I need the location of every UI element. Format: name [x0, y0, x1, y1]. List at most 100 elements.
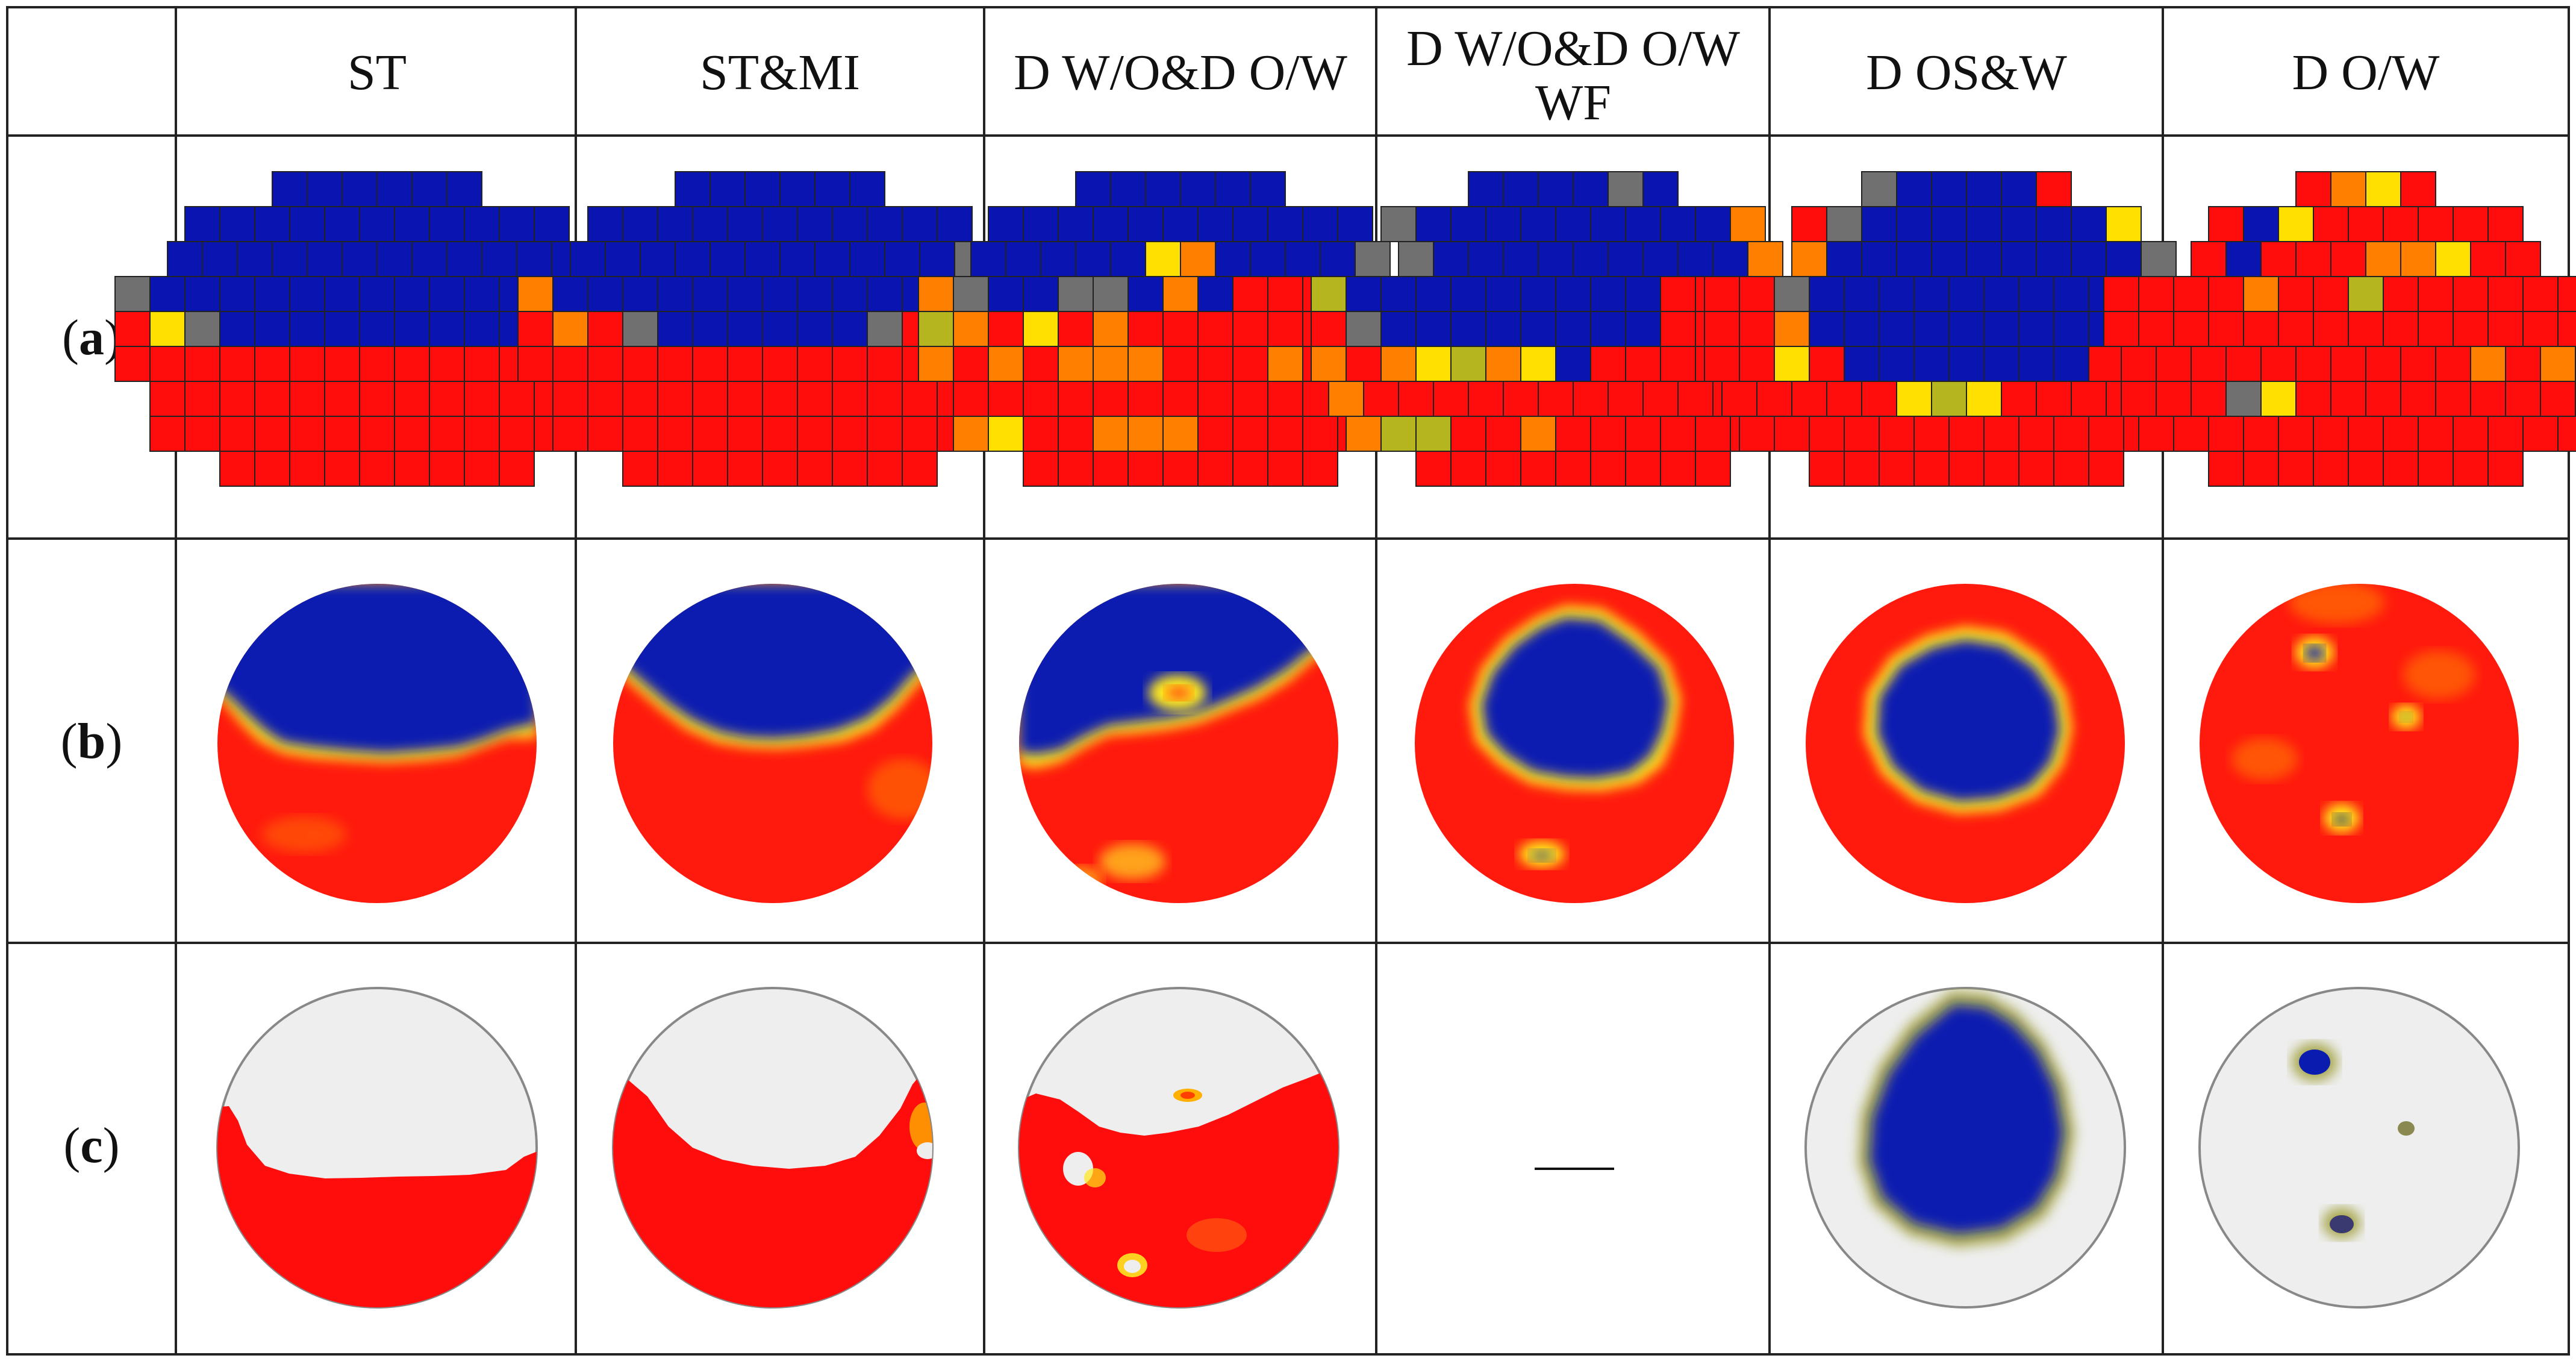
grid-cell: [1774, 311, 1810, 347]
grid-cell: [2487, 206, 2524, 242]
grid-cell: [1538, 381, 1574, 417]
grid-cell: [1433, 241, 1469, 277]
column-header-dwo-dow-wf: D W/O&D O/W: [1406, 20, 1740, 77]
grid-cell: [779, 171, 816, 207]
grid-cell: [744, 241, 781, 277]
grid-cell: [937, 206, 973, 242]
grid-cell: [2522, 276, 2559, 312]
grid-cell: [1966, 381, 2002, 417]
grid-cell: [1023, 311, 1059, 347]
grid-cell: [1896, 206, 1932, 242]
grid-cell: [1590, 206, 1626, 242]
grid-cell: [2260, 381, 2297, 417]
grid-cell: [902, 451, 938, 487]
grid-cell: [849, 241, 885, 277]
grid-cell: [692, 276, 728, 312]
grid-cell: [1127, 206, 1164, 242]
grid-cell: [464, 416, 500, 452]
grid-cell: [727, 381, 763, 417]
grid-cell: [237, 241, 273, 277]
water-core: [1019, 584, 1338, 754]
grid-cell: [657, 206, 693, 242]
grid-cell: [1162, 381, 1199, 417]
grid-cell: [1267, 346, 1303, 382]
grid-cell: [2208, 276, 2244, 312]
grid-cell: [1197, 276, 1233, 312]
grid-cell: [1879, 416, 1915, 452]
grid-cell: [464, 381, 500, 417]
grid-cell: [2557, 311, 2576, 347]
grid-cell: [2036, 171, 2072, 207]
grid-cell: [1879, 276, 1915, 312]
grid-cell: [727, 416, 763, 452]
grid-cell: [867, 346, 903, 382]
grid-cell: [1590, 416, 1626, 452]
grid-cell: [1590, 451, 1626, 487]
grid-cell: [709, 241, 746, 277]
grid-cell: [499, 451, 535, 487]
grid-cell: [2313, 276, 2349, 312]
grid-cell: [814, 241, 850, 277]
grid-cell: [1660, 416, 1696, 452]
grid-cell: [1739, 311, 1775, 347]
grid-cell: [1023, 451, 1059, 487]
grid-cell: [884, 241, 920, 277]
grid-cell: [797, 451, 833, 487]
grid-cell: [1983, 416, 2019, 452]
grid-cell: [1826, 381, 1862, 417]
grid-cell: [2522, 311, 2559, 347]
grid-cell: [1162, 451, 1199, 487]
grid-cell: [394, 381, 430, 417]
grid-cell: [1983, 276, 2019, 312]
grid-cell: [2156, 381, 2192, 417]
smoothed-map-dwo-dow-wf: [1415, 584, 1734, 903]
grid-cell: [359, 381, 395, 417]
grid-cell: [1346, 276, 1382, 312]
grid-cell: [2348, 451, 2384, 487]
grid-cell: [1127, 346, 1164, 382]
grid-cell: [2487, 311, 2524, 347]
grid-cell: [2470, 241, 2506, 277]
grid-cell: [2071, 206, 2107, 242]
grid-cell: [1931, 381, 1967, 417]
grid-cell: [2453, 451, 2489, 487]
grid-cell: [709, 171, 746, 207]
grid-cell: [2191, 346, 2227, 382]
grid-cell: [2208, 311, 2244, 347]
grid-cell: [359, 311, 395, 347]
column-header-st: ST: [348, 45, 407, 101]
grid-cell: [359, 346, 395, 382]
grid-cell: [2018, 276, 2054, 312]
grid-cell: [587, 311, 623, 347]
grid-cell: [1023, 206, 1059, 242]
grid-cell: [832, 276, 868, 312]
grid-cell: [1468, 381, 1504, 417]
grid-cell: [1826, 241, 1862, 277]
grid-cell: [1023, 381, 1059, 417]
grid-cell: [2365, 346, 2401, 382]
grid-cell: [219, 276, 255, 312]
grid-cell: [184, 276, 220, 312]
row-a-grid-maps: [114, 171, 2576, 487]
grid-cell: [429, 276, 465, 312]
grid-cell: [953, 416, 989, 452]
grid-cell: [2001, 171, 2037, 207]
grid-cell: [1625, 451, 1661, 487]
grid-cell: [1380, 206, 1417, 242]
grid-cell: [1774, 276, 1810, 312]
grid-cell: [1267, 206, 1303, 242]
grid-cell: [1058, 451, 1094, 487]
grid-cell: [149, 416, 186, 452]
grid-cell: [219, 206, 255, 242]
smoothed-map-dow: [2200, 584, 2519, 903]
row-c-phase-maps: [216, 987, 2520, 1309]
grid-cell: [1215, 171, 1251, 207]
grid-cell: [622, 416, 658, 452]
grid-cell: [324, 206, 360, 242]
water-core: [217, 584, 537, 753]
grid-cell: [1450, 451, 1486, 487]
water-droplet: [2398, 1121, 2415, 1136]
grid-cell: [2400, 171, 2436, 207]
grid-cell: [1415, 416, 1452, 452]
grid-cell: [1232, 451, 1268, 487]
